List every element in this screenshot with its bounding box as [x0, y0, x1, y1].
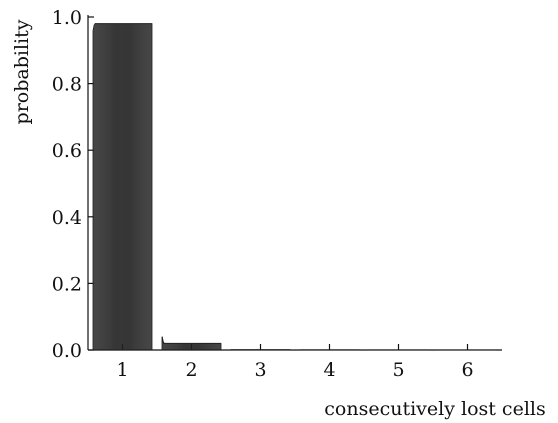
- x-tick-label: 2: [185, 359, 197, 381]
- y-axis: 0.0 0.2 0.4 0.6 0.8 1.0: [52, 7, 94, 362]
- y-axis-title: probability: [11, 19, 33, 124]
- bar-series: [92, 23, 498, 351]
- x-tick-label: 5: [392, 359, 404, 381]
- x-tick-label: 6: [461, 359, 473, 381]
- bar-group-2: [161, 336, 222, 350]
- y-tick-label: 1.0: [52, 7, 82, 29]
- x-tick-label: 1: [116, 359, 128, 381]
- y-tick-label: 0.4: [52, 207, 82, 229]
- x-axis: 1 2 3 4 5 6: [88, 344, 502, 381]
- x-tick-label: 4: [323, 359, 335, 381]
- y-tick-label: 0.8: [52, 74, 82, 96]
- bar-group-1: [92, 23, 153, 350]
- y-tick-label: 0.2: [52, 273, 82, 295]
- bar-group-outline: [161, 336, 222, 350]
- x-axis-title: consecutively lost cells: [324, 398, 545, 420]
- bar-group-outline: [92, 23, 153, 350]
- x-tick-label: 3: [254, 359, 266, 381]
- y-tick-label: 0.0: [52, 340, 82, 362]
- y-tick-label: 0.6: [52, 140, 82, 162]
